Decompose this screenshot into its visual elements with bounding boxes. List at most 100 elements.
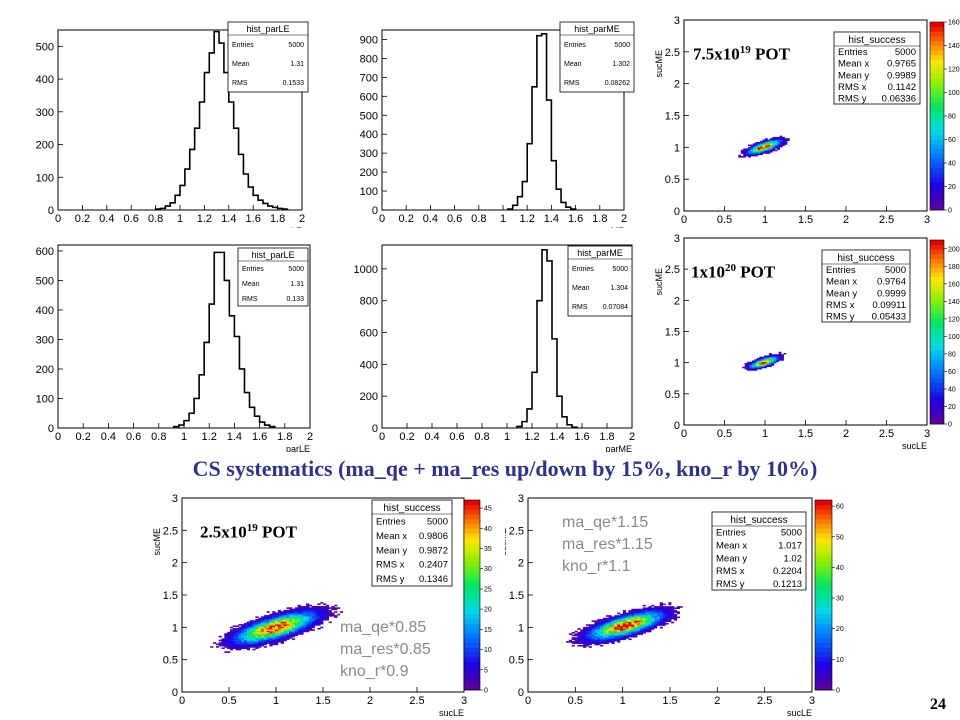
- heatmap-cell: [577, 638, 581, 641]
- heatmap-cell: [600, 638, 604, 641]
- heatmap-cell: [752, 153, 756, 156]
- heatmap-cell: [263, 639, 267, 642]
- heatmap-cell: [244, 639, 248, 642]
- heatmap-cell: [244, 647, 248, 650]
- heatmap-cell: [583, 646, 587, 648]
- palette-swatch: [930, 327, 944, 333]
- heatmap-cell: [246, 647, 251, 650]
- heatmap-cell: [634, 629, 638, 632]
- heatmap-cell: [311, 606, 315, 608]
- heatmap-cell: [255, 631, 259, 634]
- heatmap-cell: [642, 625, 646, 628]
- heatmap-cell: [266, 617, 270, 620]
- heatmap-cell: [614, 637, 618, 639]
- heatmap-cell: [289, 626, 293, 629]
- histogram-bin: [239, 369, 244, 428]
- heatmap-cell: [659, 603, 663, 606]
- heatmap-cell: [308, 620, 313, 622]
- heatmap-cell: [740, 150, 744, 153]
- heatmap-cell: [255, 630, 259, 633]
- y-tick-label: 1000: [354, 264, 378, 276]
- palette-swatch: [464, 647, 480, 653]
- heatmap-cell: [308, 622, 313, 625]
- heatmap-cell: [283, 633, 287, 635]
- heatmap-cell: [656, 612, 661, 615]
- heatmap-cell: [280, 630, 284, 633]
- heatmap-cell: [747, 365, 750, 368]
- heatmap-cell: [266, 621, 270, 624]
- heatmap-cell: [583, 643, 587, 646]
- heatmap-cell: [277, 631, 282, 634]
- heatmap-cell: [651, 626, 655, 629]
- heatmap-cell: [286, 607, 290, 609]
- palette-swatch: [464, 528, 480, 534]
- heatmap-cell: [617, 639, 621, 642]
- heatmap-cell: [622, 611, 626, 613]
- heatmap-cell: [289, 607, 293, 609]
- heatmap-cell: [232, 629, 236, 631]
- heatmap-cell: [745, 152, 749, 154]
- heatmap-cell: [645, 625, 649, 628]
- histogram-bin: [189, 413, 194, 428]
- palette-swatch: [930, 267, 944, 273]
- x-tick-label: 1.2: [202, 431, 217, 443]
- heatmap-cell: [617, 626, 621, 629]
- palette-swatch: [930, 163, 944, 169]
- heatmap-cell: [614, 639, 618, 642]
- heatmap-cell: [232, 643, 236, 646]
- heatmap-cell: [740, 156, 744, 158]
- heatmap-cell: [235, 644, 239, 647]
- x-axis-label: parME: [597, 226, 624, 228]
- heatmap-cell: [294, 629, 298, 631]
- palette-swatch: [815, 604, 832, 610]
- heatmap-cell: [568, 633, 573, 635]
- heatmap-cell: [263, 634, 267, 637]
- heatmap-cell: [260, 618, 265, 621]
- heatmap-cell: [760, 142, 763, 144]
- heatmap-cell: [260, 634, 265, 637]
- heatmap-cell: [622, 638, 626, 641]
- heatmap-cell: [654, 617, 658, 620]
- palette-tick-label: 40: [836, 565, 844, 572]
- heatmap-cell: [289, 631, 293, 634]
- palette-swatch: [464, 623, 480, 629]
- heatmap-cell: [249, 644, 253, 647]
- stats-box: [227, 21, 309, 93]
- heatmap-cell: [275, 626, 279, 629]
- heatmap-cell: [642, 604, 646, 607]
- palette-swatch: [930, 253, 944, 259]
- heatmap-cell: [252, 633, 256, 635]
- heatmap-cell: [760, 143, 763, 145]
- heatmap-cell: [260, 635, 265, 638]
- palette-swatch: [930, 341, 944, 347]
- heatmap-cell: [294, 618, 298, 621]
- heatmap-cell: [269, 644, 273, 647]
- heatmap-cell: [323, 608, 327, 611]
- heatmap-cell: [269, 613, 273, 616]
- heatmap-cell: [300, 628, 304, 630]
- stats-label: Mean: [232, 61, 250, 68]
- heatmap-cell: [622, 626, 626, 629]
- heatmap-cell: [266, 626, 270, 629]
- heatmap-cell: [224, 638, 228, 640]
- heatmap-cell: [614, 616, 618, 619]
- heatmap-cell: [585, 628, 590, 630]
- heatmap-cell: [297, 628, 301, 630]
- heatmap-cell: [752, 154, 756, 157]
- histogram-bin: [229, 316, 234, 428]
- stats-value: 0.2204: [773, 566, 802, 577]
- heatmap-cell: [320, 617, 324, 620]
- palette-swatch: [815, 566, 832, 572]
- heatmap-cell: [611, 622, 615, 625]
- heatmap-cell: [745, 148, 749, 150]
- palette-tick-label: 20: [948, 404, 956, 411]
- heatmap-cell: [585, 643, 590, 646]
- heatmap-cell: [246, 629, 251, 631]
- stats-label: Mean y: [826, 288, 857, 299]
- heatmap-cell: [769, 148, 773, 150]
- heatmap-cell: [258, 644, 262, 647]
- heatmap-cell: [303, 628, 307, 630]
- heatmap-cell: [748, 144, 751, 147]
- heatmap-cell: [252, 624, 256, 626]
- heatmap-cell: [631, 634, 635, 637]
